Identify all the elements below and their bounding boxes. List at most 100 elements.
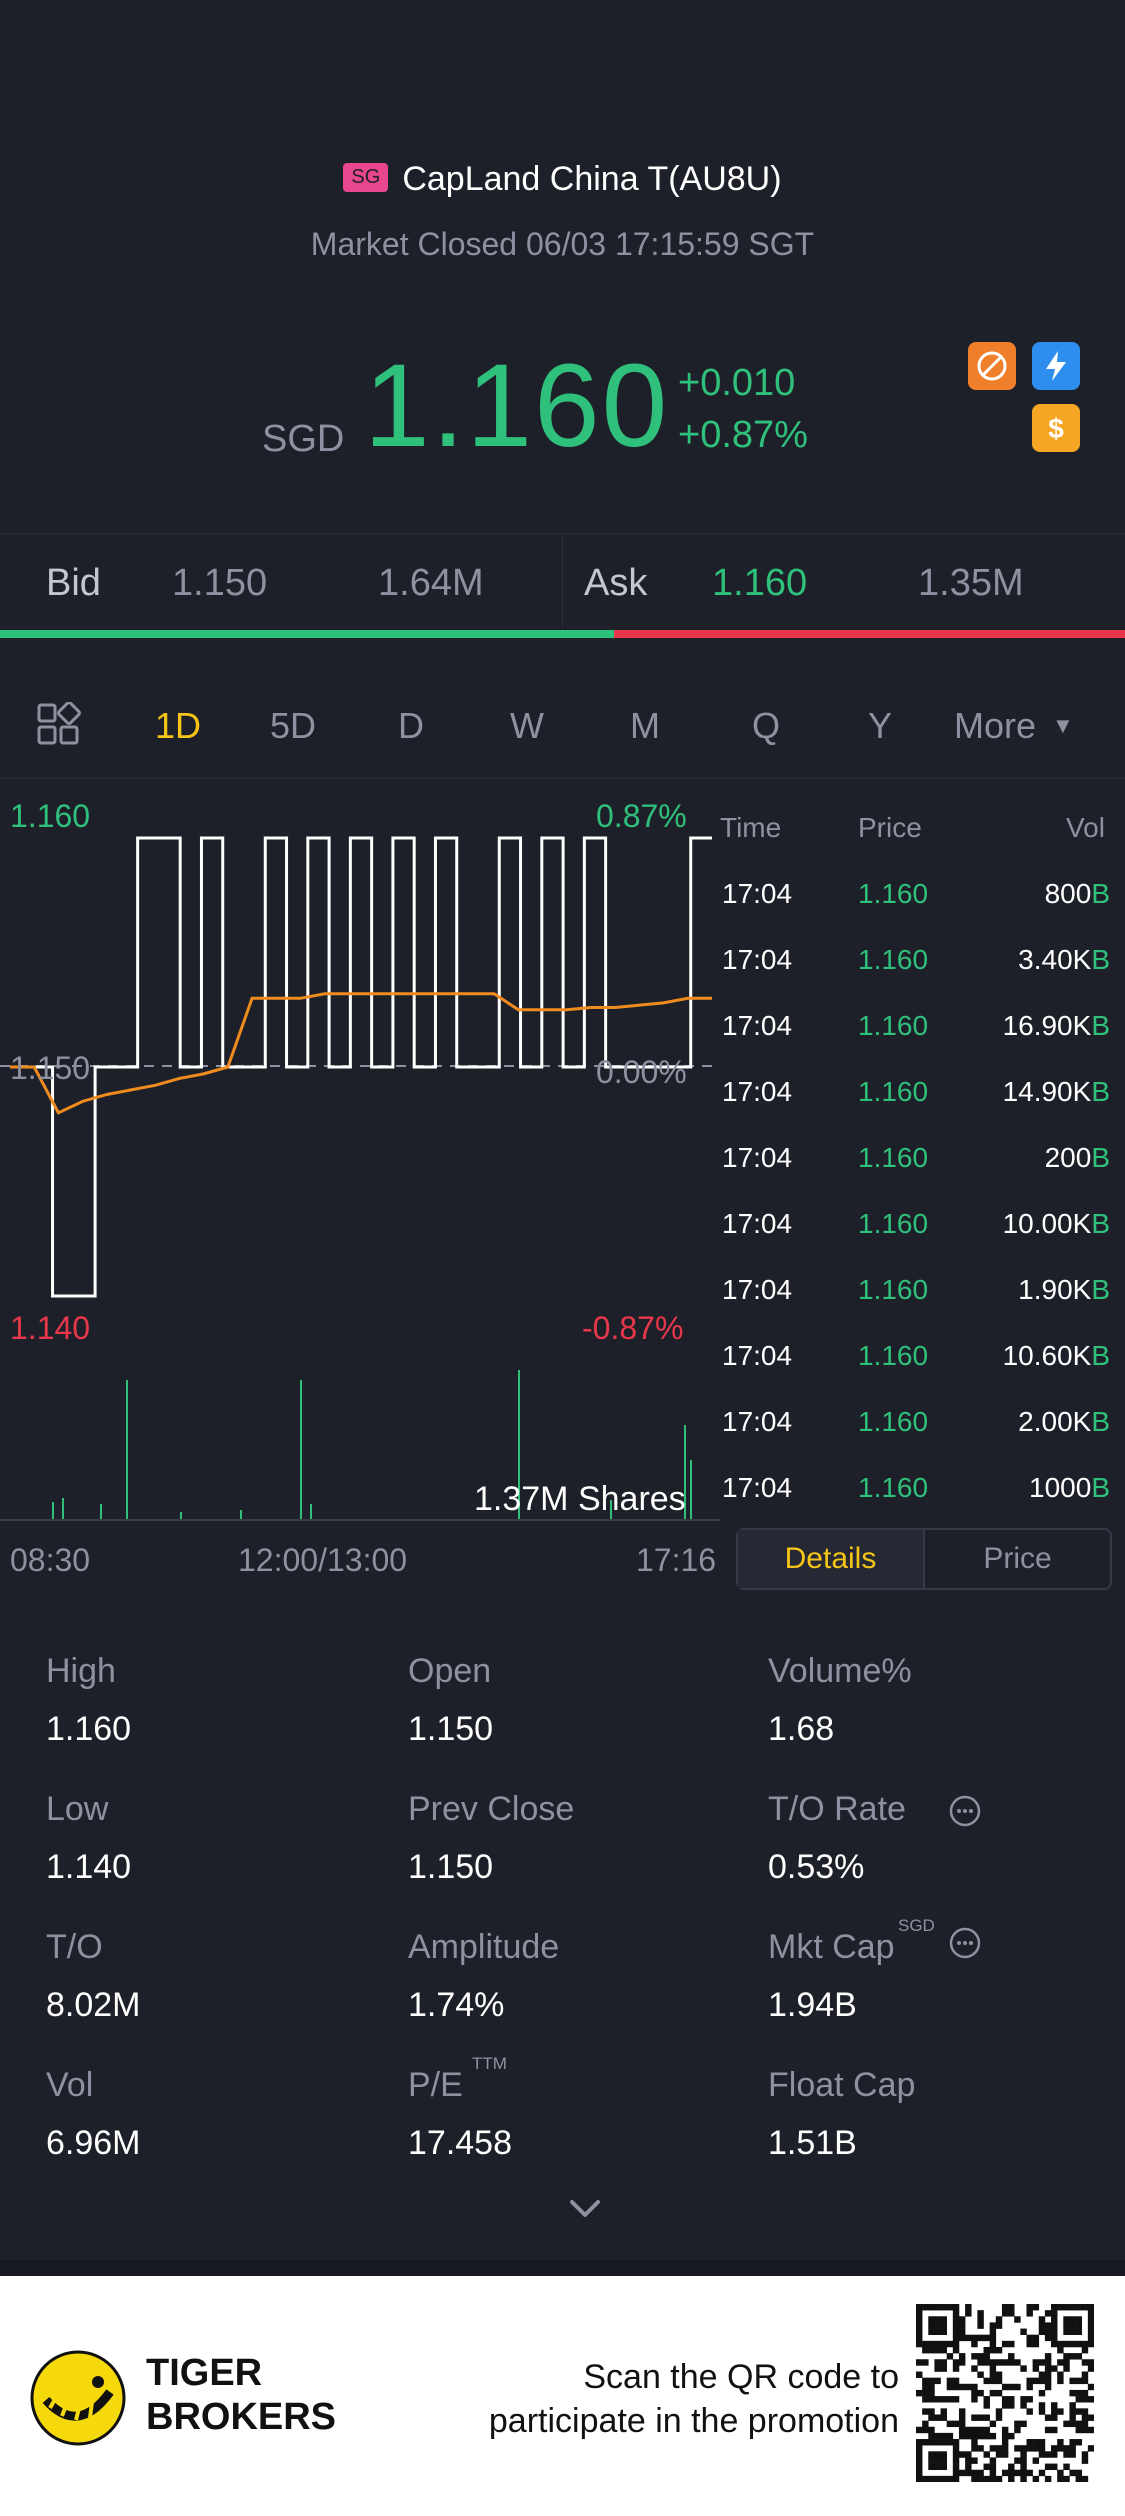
trade-time: 17:04 [722,944,793,975]
stat-open-value: 1.150 [408,1710,494,1748]
trades-time-header: Time [720,812,782,843]
stock-name: CapLand China T(AU8U) [402,160,782,198]
bid-size: 1.64M [378,562,484,604]
pe-superscript: TTM [472,2054,507,2073]
volume-bar [52,1502,54,1520]
stat-high-label: High [46,1652,116,1690]
buy-marker: B [1091,878,1110,909]
trade-time: 17:04 [722,878,793,909]
ask-volume-bar [614,630,1125,638]
intraday-chart[interactable] [0,790,720,1530]
stock-title: SG CapLand China T(AU8U) [0,160,1125,199]
trade-price: 1.160 [858,1406,929,1437]
bid-ask-divider [562,535,563,627]
trade-price: 1.160 [858,1340,929,1371]
stat-volume-pct-value: 1.68 [768,1710,835,1748]
price-line [10,836,712,1298]
trade-vol: 1.90KB [1018,1274,1110,1305]
tab-y[interactable]: Y [868,705,893,746]
price-change: +0.010 [678,362,796,404]
trade-vol: 10.60KB [1002,1340,1110,1371]
promo-line2: participate in the promotion [488,2402,899,2440]
trade-price: 1.160 [858,1274,929,1305]
trade-vol: 2.00KB [1018,1406,1110,1437]
trade-row: 17:04 1.160 10.00KB [720,1208,1110,1274]
buy-marker: B [1091,1406,1110,1437]
trade-vol: 3.40KB [1018,944,1110,975]
trade-row: 17:04 1.160 10.60KB [720,1340,1110,1406]
ask-label: Ask [584,562,648,604]
x-label-start: 08:30 [10,1542,91,1578]
stat-mkt-cap-value: 1.94B [768,1986,857,2024]
stat-to-value: 8.02M [46,1986,141,2024]
volume-bar [690,1460,692,1520]
volume-bar [240,1510,242,1520]
volume-label: 1.37M Shares [474,1480,686,1518]
stat-to-rate-value: 0.53% [768,1848,865,1886]
trade-vol: 200B [1044,1142,1110,1173]
trade-row: 17:04 1.160 1000B [720,1472,1110,1538]
pct-label-mid: 0.00% [596,1054,687,1090]
qr-code[interactable] [916,2304,1094,2482]
tab-1d[interactable]: 1D [155,705,202,746]
stat-volume-pct-label: Volume% [768,1652,912,1690]
tab-d[interactable]: D [398,705,424,746]
tab-m[interactable]: M [630,705,660,746]
stat-vol-value: 6.96M [46,2124,141,2162]
flash-icon[interactable] [1032,342,1080,390]
y-label-high: 1.160 [10,798,91,834]
tab-q[interactable]: Q [752,705,781,746]
market-badge: SG [343,162,389,192]
stat-prev-close-label: Prev Close [408,1790,575,1828]
trade-time: 17:04 [722,1142,793,1173]
chevron-down-icon[interactable] [566,2196,604,2227]
pct-label-low: -0.87% [582,1310,684,1346]
trade-time: 17:04 [722,1076,793,1107]
volume-bar [180,1512,182,1520]
trade-row: 17:04 1.160 14.90KB [720,1076,1110,1142]
volume-bar [100,1504,102,1520]
bid-price: 1.150 [172,562,268,604]
trade-time: 17:04 [722,1208,793,1239]
tab-more[interactable]: More ▼ [954,705,1074,747]
trade-price: 1.160 [858,944,929,975]
trade-row: 17:04 1.160 16.90KB [720,1010,1110,1076]
mkt-cap-superscript: SGD [898,1916,935,1935]
market-status: Market Closed 06/03 17:15:59 SGT [310,226,815,262]
price-change-pct: +0.87% [678,414,808,456]
trade-vol: 1000B [1029,1472,1110,1503]
stat-low-value: 1.140 [46,1848,132,1886]
trade-row: 17:04 1.160 800B [720,878,1110,944]
buy-marker: B [1091,1076,1110,1107]
dollar-icon[interactable]: $ [1032,404,1080,452]
trade-row: 17:04 1.160 2.00KB [720,1406,1110,1472]
segment-details[interactable]: Details [738,1530,925,1588]
trade-price: 1.160 [858,878,929,909]
volume-bar [62,1498,64,1520]
more-info-icon[interactable] [948,1794,982,1833]
stat-to-rate-label: T/O Rate [768,1790,906,1828]
tab-5d[interactable]: 5D [270,705,317,746]
bid-volume-bar [0,630,615,638]
layout-grid-icon[interactable] [36,701,82,753]
buy-marker: B [1091,1010,1110,1041]
no-short-icon[interactable] [968,342,1016,390]
caret-down-icon: ▼ [1052,713,1074,738]
volume-bar [310,1504,312,1520]
last-price: 1.160 [364,340,670,472]
stat-vol-label: Vol [46,2066,94,2104]
details-price-toggle[interactable]: Details Price [736,1528,1112,1590]
segment-price[interactable]: Price [983,1542,1052,1575]
x-label-end: 17:16 [636,1542,717,1578]
trade-price: 1.160 [858,1010,929,1041]
trade-price: 1.160 [858,1208,929,1239]
trade-time: 17:04 [722,1340,793,1371]
more-info-icon[interactable] [948,1926,982,1965]
stat-pe-label: P/E [408,2066,463,2104]
trade-price: 1.160 [858,1076,929,1107]
trade-time: 17:04 [722,1472,793,1503]
trade-row: 17:04 1.160 200B [720,1142,1110,1208]
volume-bar [518,1370,520,1520]
bid-ask-panel [0,533,1125,632]
tab-w[interactable]: W [510,705,544,746]
